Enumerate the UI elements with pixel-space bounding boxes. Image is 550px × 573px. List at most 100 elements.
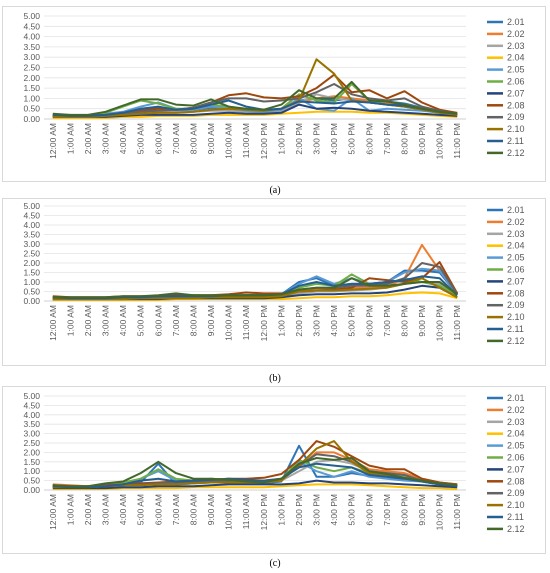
x-tick-label: 9:00 PM xyxy=(417,305,427,337)
y-tick-label: 1.00 xyxy=(23,93,40,103)
x-tick-label: 6:00 AM xyxy=(153,123,163,154)
legend-label: 2.09 xyxy=(507,488,525,498)
x-tick-label: 7:00 AM xyxy=(171,123,181,154)
x-tick-label: 1:00 PM xyxy=(276,123,286,155)
y-tick-label: 0.00 xyxy=(23,485,40,495)
legend-label: 2.07 xyxy=(507,464,525,474)
legend-label: 2.05 xyxy=(507,253,525,263)
legend-label: 2.05 xyxy=(507,441,525,451)
legend-label: 2.10 xyxy=(507,500,525,510)
x-tick-label: 2:00 PM xyxy=(294,494,304,526)
x-tick-label: 8:00 PM xyxy=(399,123,409,155)
legend-label: 2.06 xyxy=(507,265,525,275)
x-tick-label: 1:00 AM xyxy=(65,494,75,525)
x-tick-label: 7:00 AM xyxy=(171,494,181,525)
y-tick-label: 3.00 xyxy=(23,239,40,249)
legend-label: 2.06 xyxy=(507,77,525,87)
x-tick-label: 6:00 AM xyxy=(153,305,163,336)
chart-frame xyxy=(2,6,546,182)
legend-label: 2.12 xyxy=(507,148,525,158)
y-tick-label: 3.00 xyxy=(23,429,40,439)
x-tick-label: 10:00 AM xyxy=(224,305,234,341)
y-tick-label: 5.00 xyxy=(23,391,40,401)
legend-label: 2.12 xyxy=(507,336,525,346)
y-tick-label: 0.00 xyxy=(23,296,40,306)
y-tick-label: 1.00 xyxy=(23,466,40,476)
y-tick-label: 0.00 xyxy=(23,114,40,124)
legend-label: 2.12 xyxy=(507,524,525,534)
x-tick-label: 11:00 AM xyxy=(241,494,251,529)
series-line-2.11 xyxy=(52,99,458,117)
x-tick-label: 7:00 PM xyxy=(382,305,392,337)
x-tick-label: 1:00 PM xyxy=(276,494,286,526)
caption-c: (c) xyxy=(269,558,281,569)
y-tick-label: 2.50 xyxy=(23,63,40,73)
x-tick-label: 7:00 AM xyxy=(171,305,181,336)
x-tick-label: 6:00 PM xyxy=(364,494,374,526)
series-line-2.05 xyxy=(52,97,458,117)
x-tick-label: 9:00 AM xyxy=(206,305,216,336)
legend-label: 2.04 xyxy=(507,429,525,439)
x-tick-label: 2:00 AM xyxy=(83,123,93,154)
legend-label: 2.04 xyxy=(507,53,525,63)
x-tick-label: 8:00 AM xyxy=(188,305,198,336)
x-tick-label: 10:00 AM xyxy=(224,123,234,159)
x-tick-label: 12:00 AM xyxy=(48,123,58,159)
y-tick-label: 5.00 xyxy=(23,201,40,211)
y-tick-label: 0.50 xyxy=(23,104,40,114)
series-line-2.07 xyxy=(52,479,458,490)
x-tick-label: 7:00 PM xyxy=(382,123,392,155)
y-tick-label: 1.50 xyxy=(23,83,40,93)
legend-label: 2.03 xyxy=(507,229,525,239)
legend-label: 2.02 xyxy=(507,29,525,39)
series-line-2.12 xyxy=(52,80,458,116)
x-tick-label: 6:00 PM xyxy=(364,305,374,337)
x-tick-label: 11:00 AM xyxy=(241,305,251,340)
x-tick-label: 2:00 PM xyxy=(294,123,304,155)
chart-panel-b: 0.00 0.50 1.00 1.50 2.00 2.50 3.00 3.50 4.00 4.50… xyxy=(0,198,550,366)
legend-label: 2.07 xyxy=(507,88,525,98)
y-tick-label: 1.50 xyxy=(23,457,40,467)
series-line-2.12 xyxy=(52,457,458,488)
x-tick-label: 9:00 PM xyxy=(417,494,427,526)
x-tick-label: 12:00 PM xyxy=(259,123,269,159)
y-tick-label: 3.00 xyxy=(23,52,40,62)
x-tick-label: 1:00 PM xyxy=(276,305,286,337)
x-tick-label: 11:00 PM xyxy=(452,305,462,341)
x-tick-label: 9:00 AM xyxy=(206,123,216,154)
y-tick-label: 4.00 xyxy=(23,410,40,420)
x-tick-label: 3:00 PM xyxy=(312,305,322,337)
x-tick-label: 12:00 PM xyxy=(259,494,269,530)
legend-label: 2.04 xyxy=(507,241,525,251)
x-tick-label: 1:00 AM xyxy=(65,123,75,154)
x-tick-label: 3:00 AM xyxy=(101,123,111,154)
x-tick-label: 2:00 AM xyxy=(83,494,93,525)
x-tick-label: 3:00 AM xyxy=(101,494,111,525)
line-chart-a: 0.000.501.001.502.002.503.003.504.004.50… xyxy=(2,6,546,182)
x-tick-label: 11:00 PM xyxy=(452,494,462,530)
x-tick-label: 3:00 PM xyxy=(312,123,322,155)
x-tick-label: 4:00 PM xyxy=(329,494,339,526)
legend-label: 2.09 xyxy=(507,300,525,310)
chart-panel-c: 0.00 0.50 1.00 1.50 2.00 2.50 3.00 3.50 4.00 4.50… xyxy=(0,386,550,554)
y-tick-label: 3.50 xyxy=(23,42,40,52)
x-tick-label: 9:00 AM xyxy=(206,494,216,525)
x-tick-label: 10:00 PM xyxy=(435,494,445,530)
line-chart-c: 0.000.501.001.502.002.503.003.504.004.50… xyxy=(2,386,546,554)
series-line-2.08 xyxy=(52,261,459,299)
series-line-2.10 xyxy=(52,277,458,301)
chart-panel-a: 0.00 0.50 1.00 1.50 2.00 2.50 3.00 3.50 4.00 4.50… xyxy=(0,6,550,182)
y-tick-label: 4.00 xyxy=(23,220,40,230)
y-tick-label: 2.00 xyxy=(23,258,40,268)
x-tick-label: 3:00 AM xyxy=(101,305,111,336)
series-line-2.11 xyxy=(52,462,458,489)
series-line-2.12 xyxy=(52,277,458,299)
y-tick-label: 4.50 xyxy=(23,211,40,221)
chart-frame xyxy=(2,386,546,554)
x-tick-label: 5:00 PM xyxy=(347,305,357,337)
x-tick-label: 8:00 PM xyxy=(399,305,409,337)
chart-frame xyxy=(2,198,546,366)
legend-label: 2.08 xyxy=(507,288,525,298)
legend-label: 2.09 xyxy=(507,112,525,122)
legend-label: 2.08 xyxy=(507,476,525,486)
